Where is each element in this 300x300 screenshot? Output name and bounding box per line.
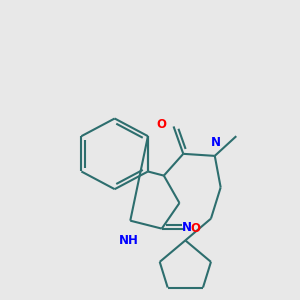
Text: O: O — [190, 222, 201, 235]
Text: O: O — [156, 118, 166, 131]
Text: N: N — [182, 221, 192, 234]
Text: N: N — [211, 136, 221, 148]
Text: NH: NH — [119, 234, 139, 247]
